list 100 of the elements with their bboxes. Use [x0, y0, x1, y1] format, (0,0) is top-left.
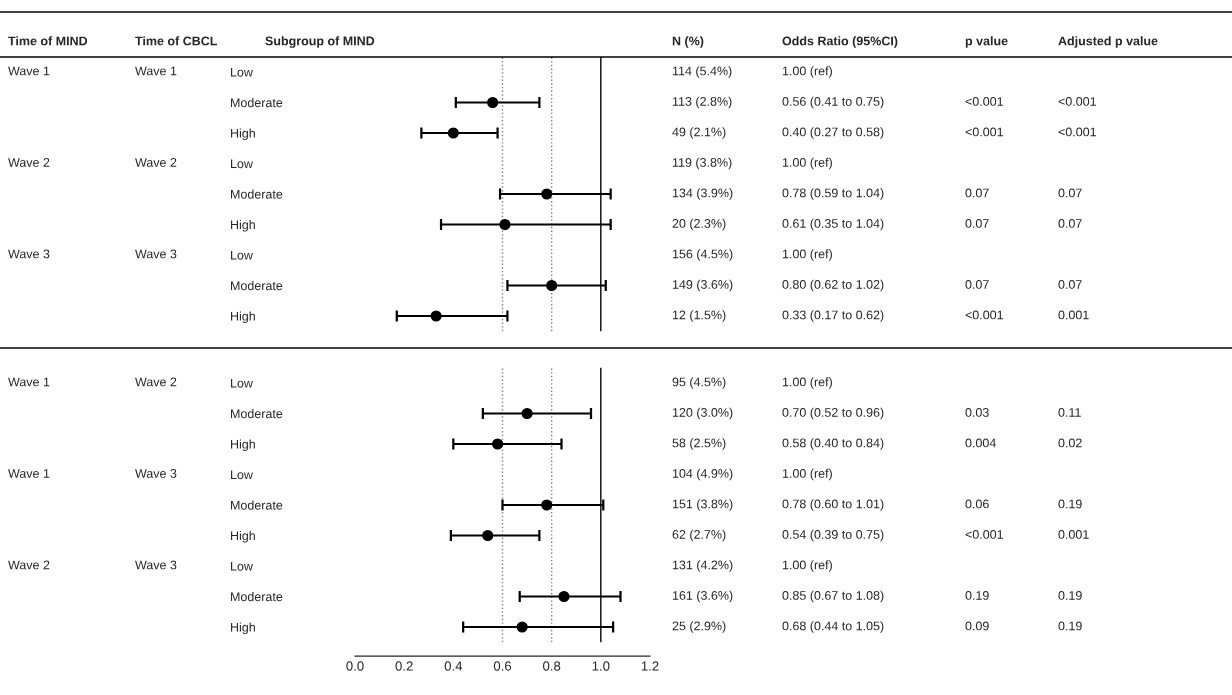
text: 0.07 — [1058, 219, 1082, 228]
text: Wave 2 — [135, 158, 177, 167]
text: <0.001 — [965, 530, 1003, 539]
text: 0.11 — [1058, 408, 1081, 417]
x-tick-label: 0.4 — [444, 661, 463, 671]
y-tick-label: High — [231, 128, 255, 141]
text: 0.03 — [965, 408, 989, 417]
text: p value — [965, 36, 1008, 48]
text: Odds Ratio (95%CI) — [782, 36, 898, 48]
text: 0.07 — [1058, 188, 1082, 198]
text: 62 (2.7%) — [672, 529, 726, 542]
text: 0.09 — [965, 621, 989, 631]
text: 0.001 — [1058, 530, 1089, 539]
x-tick-label: 0.6 — [493, 661, 512, 671]
text: 0.33 (0.17 to 0.62) — [782, 310, 884, 322]
text: Wave 3 — [135, 249, 177, 259]
text: <0.001 — [1058, 127, 1096, 137]
text: 119 (3.8%) — [672, 157, 732, 170]
text: 113 (2.8%) — [672, 96, 732, 109]
y-tick-label: High — [231, 622, 255, 635]
text: 120 (3.0%) — [672, 407, 733, 420]
x-tick-label: 0.2 — [395, 661, 413, 671]
text: 0.78 (0.59 to 1.04) — [782, 188, 884, 200]
y-tick-label: High — [231, 530, 255, 543]
y-tick-label: Moderate — [231, 408, 283, 419]
y-tick-label: High — [231, 311, 255, 324]
text: 0.78 (0.60 to 1.01) — [782, 499, 884, 511]
x-tick-label: 1.2 — [641, 661, 659, 671]
text: 49 (2.1%) — [672, 127, 726, 139]
text: <0.001 — [965, 310, 1003, 320]
y-tick-label: Low — [231, 159, 253, 169]
text: 1.00 (ref) — [782, 468, 832, 481]
y-tick-label: Moderate — [231, 189, 283, 199]
text: 0.19 — [1058, 499, 1082, 509]
y-tick-label: Low — [231, 378, 253, 388]
text: 0.19 — [1058, 621, 1082, 631]
text: 0.07 — [965, 280, 989, 289]
text: Wave 1 — [8, 377, 50, 387]
text: Wave 2 — [8, 158, 50, 167]
text: 134 (3.9%) — [672, 188, 733, 200]
x-tick-label: 0.0 — [346, 661, 364, 671]
text: Adjusted p value — [1058, 36, 1158, 48]
text: 156 (4.5%) — [672, 249, 733, 261]
text: 25 (2.9%) — [672, 621, 726, 633]
text: 0.07 — [1058, 280, 1082, 289]
text: 0.56 (0.41 to 0.75) — [782, 96, 884, 109]
text: <0.001 — [965, 127, 1003, 137]
text: Wave 2 — [8, 560, 50, 570]
text: Time of MIND — [8, 36, 88, 46]
text: 1.00 (ref) — [782, 560, 832, 572]
text: Wave 1 — [135, 66, 177, 76]
text: 114 (5.4%) — [672, 66, 732, 78]
text: 0.70 (0.52 to 0.96) — [782, 407, 884, 420]
x-tick-label: 1.0 — [592, 661, 610, 671]
text: 0.07 — [965, 188, 989, 198]
text: 12 (1.5%) — [672, 310, 726, 322]
text: 0.001 — [1058, 310, 1089, 320]
text: <0.001 — [1058, 97, 1096, 106]
text: 20 (2.3%) — [672, 218, 726, 231]
text: 104 (4.9%) — [672, 468, 733, 481]
text: 0.85 (0.67 to 1.08) — [782, 590, 884, 603]
text: 0.02 — [1058, 438, 1082, 448]
y-tick-label: High — [231, 219, 255, 232]
text: 161 (3.6%) — [672, 590, 733, 603]
text: 0.06 — [965, 499, 989, 509]
text: 1.00 (ref) — [782, 157, 832, 170]
text: 149 (3.6%) — [672, 279, 733, 292]
y-tick-label: Low — [231, 67, 253, 77]
text: 58 (2.5%) — [672, 438, 726, 450]
text: 95 (4.5%) — [672, 377, 726, 389]
text: 1.00 (ref) — [782, 66, 832, 78]
y-tick-label: Low — [231, 250, 253, 260]
text: 151 (3.8%) — [672, 499, 733, 511]
y-tick-label: Moderate — [231, 591, 283, 602]
y-tick-label: Low — [231, 470, 253, 480]
text: N (%) — [672, 36, 704, 48]
x-tick-label: 0.8 — [543, 661, 561, 671]
text: 0.19 — [1058, 591, 1082, 600]
y-tick-label: Low — [231, 561, 253, 571]
text: Wave 3 — [135, 469, 177, 478]
text: Wave 3 — [135, 560, 177, 570]
text: 0.40 (0.27 to 0.58) — [782, 127, 884, 139]
y-tick-label: Moderate — [231, 280, 283, 291]
text: Wave 1 — [8, 469, 50, 478]
text: <0.001 — [965, 97, 1003, 106]
y-tick-label: Moderate — [231, 500, 283, 510]
text: 0.54 (0.39 to 0.75) — [782, 529, 884, 542]
text: 0.004 — [965, 438, 996, 448]
text: 0.19 — [965, 591, 989, 600]
y-axis-title: Subgroup of MIND — [265, 36, 375, 48]
text: 0.68 (0.44 to 1.05) — [782, 621, 884, 633]
text: 0.61 (0.35 to 1.04) — [782, 218, 884, 231]
text: 1.00 (ref) — [782, 377, 832, 389]
y-tick-label: Moderate — [231, 97, 283, 108]
y-tick-label: High — [231, 439, 255, 452]
text: 131 (4.2%) — [672, 560, 733, 572]
text: Wave 3 — [8, 249, 50, 259]
text: 0.07 — [965, 219, 989, 228]
text: Time of CBCL — [135, 36, 218, 46]
text: 1.00 (ref) — [782, 249, 832, 261]
